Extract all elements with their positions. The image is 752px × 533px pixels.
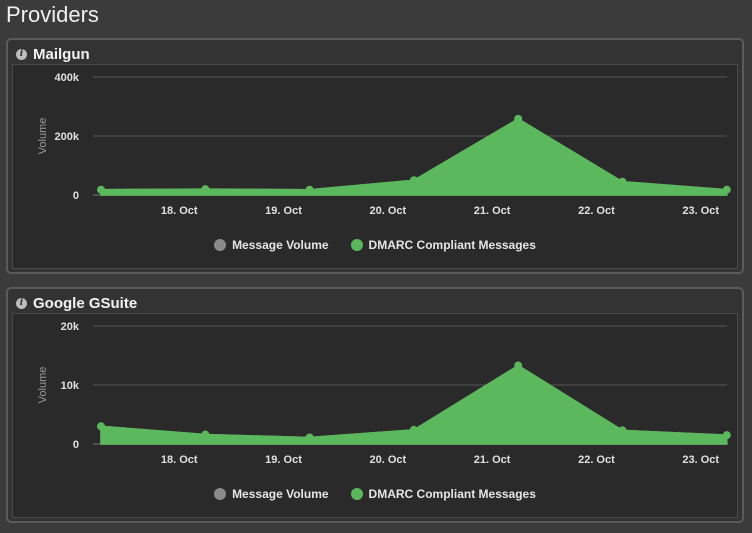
legend-marker-icon [350,239,363,251]
x-tick-label: 19. Oct [265,454,302,466]
data-point[interactable] [305,433,314,442]
legend-item-dmarc-compliant[interactable]: DMARC Compliant Messages [350,238,536,252]
legend-label: DMARC Compliant Messages [368,238,536,252]
x-tick-label: 18. Oct [161,205,198,217]
data-point[interactable] [201,185,210,194]
data-point[interactable] [97,185,105,194]
chart-container: 0 200k 400k Volume 18. Oct 19. Oct 20. Oct 21. … [12,64,738,269]
y-tick-label: 0 [73,439,79,451]
x-tick-label: 21. Oct [474,454,511,466]
area-chart: 0 10k 20k Volume 18. Oct 19. Oct 20. Oct 21. Oc… [37,321,731,466]
data-point[interactable] [97,422,105,431]
legend-marker-icon [214,488,227,500]
x-tick-label: 18. Oct [161,454,198,466]
x-tick-label: 20. Oct [369,205,406,217]
provider-panel-mailgun: i Mailgun 0 200k 400k Volume 18. Oct 19. Oct 2… [6,38,744,274]
area-chart: 0 200k 400k Volume 18. Oct 19. Oct 20. Oct 21. … [37,72,731,217]
legend-item-message-volume[interactable]: Message Volume [214,487,329,501]
panel-header: i Mailgun [16,44,90,64]
panel-title: Mailgun [33,45,90,63]
provider-panel-google-gsuite: i Google GSuite 0 10k 20k Volume 18. Oct 19. … [6,287,744,523]
x-tick-label: 23. Oct [682,205,719,217]
x-tick-label: 22. Oct [578,454,615,466]
legend-marker-icon [350,488,363,500]
legend-label: Message Volume [232,487,329,501]
panel-header: i Google GSuite [16,293,137,313]
data-point[interactable] [618,426,627,435]
y-tick-label: 10k [61,380,80,392]
data-point[interactable] [409,425,418,434]
data-point[interactable] [409,176,418,185]
y-tick-label: 200k [55,131,80,143]
chart-container: 0 10k 20k Volume 18. Oct 19. Oct 20. Oct 21. Oc… [12,313,738,518]
legend-marker-icon [214,239,227,251]
data-point[interactable] [201,430,210,439]
x-tick-label: 23. Oct [682,454,719,466]
y-axis-label: Volume [37,118,49,155]
legend-item-message-volume[interactable]: Message Volume [214,238,329,252]
x-tick-label: 19. Oct [265,205,302,217]
data-point[interactable] [722,431,731,440]
y-tick-label: 0 [73,190,79,202]
x-tick-label: 21. Oct [474,205,511,217]
x-tick-label: 20. Oct [369,454,406,466]
y-axis-label: Volume [37,367,49,404]
data-point[interactable] [514,114,523,123]
chart-legend: Message Volume DMARC Compliant Messages [13,238,737,252]
legend-label: Message Volume [232,238,329,252]
chart-legend: Message Volume DMARC Compliant Messages [13,487,737,501]
page-title: Providers [6,2,99,27]
y-tick-label: 400k [55,72,80,84]
x-tick-label: 22. Oct [578,205,615,217]
data-point[interactable] [618,177,627,186]
data-point[interactable] [305,185,314,194]
legend-item-dmarc-compliant[interactable]: DMARC Compliant Messages [350,487,536,501]
panel-title: Google GSuite [33,294,138,312]
data-point[interactable] [722,185,731,194]
data-point[interactable] [514,361,523,370]
info-icon[interactable]: i [16,48,27,60]
y-tick-label: 20k [61,321,80,333]
legend-label: DMARC Compliant Messages [368,487,536,501]
info-icon[interactable]: i [16,297,27,309]
series-area [100,364,728,445]
